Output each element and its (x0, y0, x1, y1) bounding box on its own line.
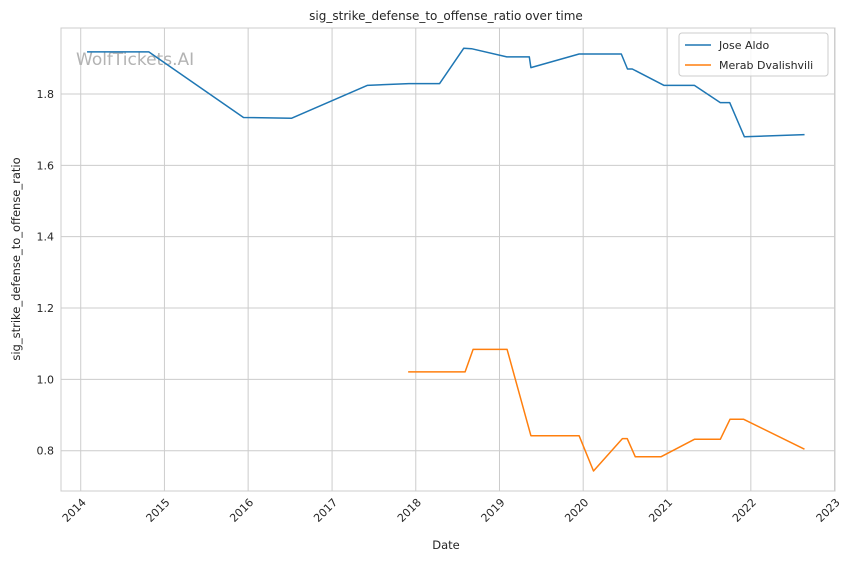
y-tick-label: 1.2 (37, 302, 55, 315)
plot-area-frame (60, 27, 836, 492)
y-tick-label: 1.0 (37, 373, 55, 386)
series-line-2 (408, 348, 805, 472)
legend-label-2: Merab Dvalishvili (719, 59, 813, 72)
series-lines (87, 47, 805, 472)
legend-box (678, 32, 829, 77)
legend: Jose Aldo Merab Dvalishvili (678, 32, 829, 77)
plot-area-background (61, 28, 835, 491)
series-line-1 (87, 47, 805, 138)
y-tick-label: 1.4 (37, 231, 55, 244)
x-axis-ticks: 2014 2015 2016 2017 2018 2019 2020 2021 2022 2023 (60, 496, 843, 525)
chart-title: sig_strike_defense_to_offense_ratio over… (309, 9, 583, 23)
x-axis-label: Date (432, 538, 460, 552)
watermark: WolfTickets.AI (76, 50, 194, 70)
y-tick-label: 0.8 (37, 445, 55, 458)
y-axis-label: sig_strike_defense_to_offense_ratio (9, 157, 23, 360)
y-tick-label: 1.8 (37, 88, 55, 101)
y-tick-label: 1.6 (37, 159, 55, 172)
y-axis-ticks: 0.8 1.0 1.2 1.4 1.6 1.8 (37, 88, 55, 458)
legend-label-1: Jose Aldo (718, 39, 770, 52)
